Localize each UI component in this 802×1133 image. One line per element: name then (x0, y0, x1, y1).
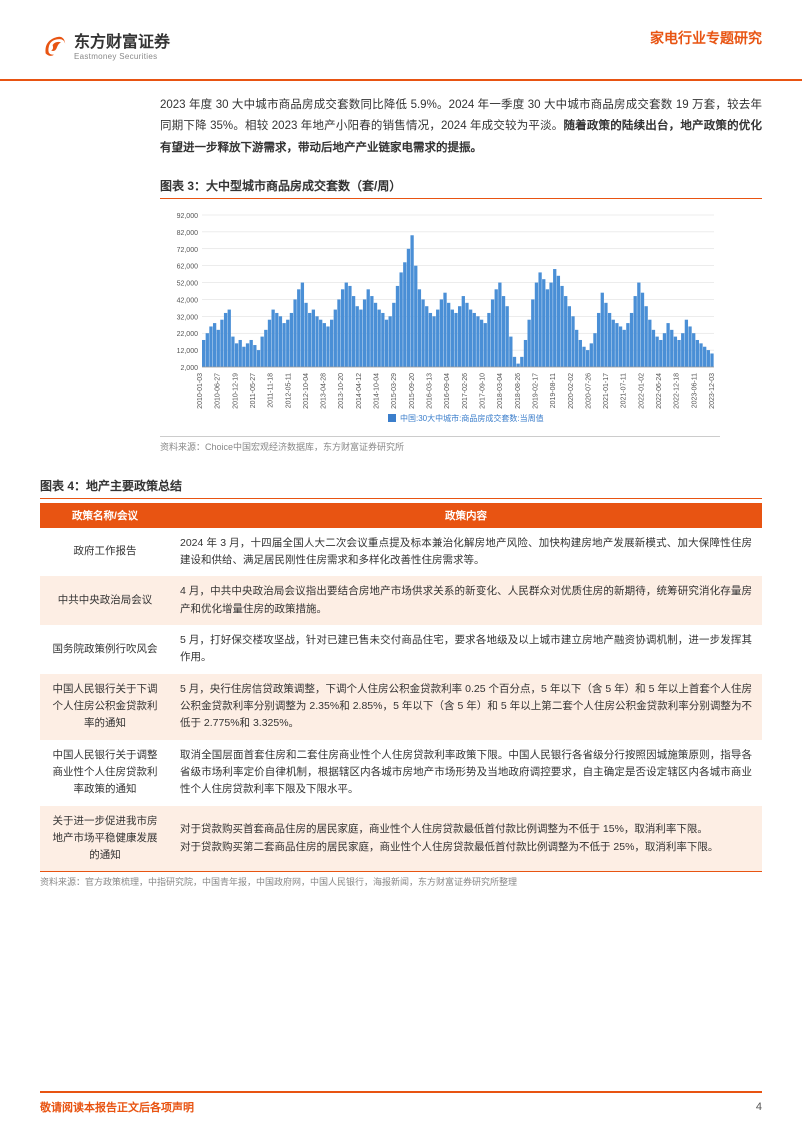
eastmoney-logo-icon (40, 31, 68, 59)
table-row: 中国人民银行关于调整商业性个人住房贷款利率政策的通知取消全国层面首套住房和二套住… (40, 740, 762, 806)
svg-text:62,000: 62,000 (177, 263, 199, 270)
svg-text:52,000: 52,000 (177, 280, 199, 287)
table-row: 中共中央政治局会议4 月，中共中央政治局会议指出要结合房地产市场供求关系的新变化… (40, 576, 762, 625)
policy-content-cell: 2024 年 3 月，十四届全国人大二次会议重点提及标本兼治化解房地产风险、加快… (170, 528, 762, 577)
table-header-row: 政策名称/会议 政策内容 (40, 503, 762, 528)
svg-text:2010-06-27: 2010-06-27 (215, 373, 222, 409)
policy-name-cell: 中共中央政治局会议 (40, 576, 170, 625)
table-row: 政府工作报告2024 年 3 月，十四届全国人大二次会议重点提及标本兼治化解房地… (40, 528, 762, 577)
svg-text:2016-03-13: 2016-03-13 (427, 373, 434, 409)
intro-paragraph: 2023 年度 30 大中城市商品房成交套数同比降低 5.9%。2024 年一季… (160, 95, 762, 159)
svg-text:2012-05-11: 2012-05-11 (285, 373, 292, 408)
policy-name-cell: 中国人民银行关于调整商业性个人住房贷款利率政策的通知 (40, 740, 170, 806)
svg-text:82,000: 82,000 (177, 230, 199, 237)
svg-text:2012-10-04: 2012-10-04 (303, 373, 310, 409)
svg-text:2,000: 2,000 (180, 365, 198, 372)
policy-name-cell: 中国人民银行关于下调个人住房公积金贷款利率的通知 (40, 674, 170, 740)
policy-table: 政策名称/会议 政策内容 政府工作报告2024 年 3 月，十四届全国人大二次会… (40, 503, 762, 872)
table-4-title: 图表 4：地产主要政策总结 (40, 479, 182, 493)
table-4-source: 资料来源：官方政策梳理，中指研究院，中国青年报，中国政府网，中国人民银行，海报新… (40, 871, 762, 888)
document-category: 家电行业专题研究 (650, 28, 762, 48)
policy-content-cell: 5 月，打好保交楼攻坚战，针对已建已售未交付商品住宅，要求各地级及以上城市建立房… (170, 625, 762, 674)
svg-text:2022-01-02: 2022-01-02 (638, 373, 645, 409)
col-policy-content: 政策内容 (170, 503, 762, 528)
brand-name-en: Eastmoney Securities (74, 52, 170, 61)
svg-text:2014-04-12: 2014-04-12 (356, 373, 363, 409)
policy-content-cell: 5 月，央行住房信贷政策调整，下调个人住房公积金贷款利率 0.25 个百分点，5… (170, 674, 762, 740)
svg-text:2016-09-04: 2016-09-04 (444, 373, 451, 409)
policy-name-cell: 关于进一步促进我市房地产市场平稳健康发展的通知 (40, 806, 170, 872)
svg-text:22,000: 22,000 (177, 331, 199, 338)
footer-page-number: 4 (756, 1101, 762, 1113)
svg-text:2023-12-03: 2023-12-03 (709, 373, 716, 409)
chart-3-title-row: 图表 3：大中型城市商品房成交套数（套/周） (160, 177, 762, 199)
svg-text:2013-10-20: 2013-10-20 (338, 373, 345, 409)
policy-name-cell: 政府工作报告 (40, 528, 170, 577)
svg-text:中国:30大中城市:商品房成交套数:当周值: 中国:30大中城市:商品房成交套数:当周值 (400, 413, 544, 423)
svg-text:2023-06-11: 2023-06-11 (691, 373, 698, 408)
page-header: 东方财富证券 Eastmoney Securities 家电行业专题研究 (40, 28, 762, 61)
svg-text:2017-09-10: 2017-09-10 (479, 373, 486, 409)
svg-text:2018-03-04: 2018-03-04 (497, 373, 504, 409)
chart-3-title: 图表 3：大中型城市商品房成交套数（套/周） (160, 179, 401, 193)
svg-text:2014-10-04: 2014-10-04 (374, 373, 381, 409)
svg-text:2019-08-11: 2019-08-11 (550, 373, 557, 408)
brand-name-cn: 东方财富证券 (74, 28, 170, 52)
table-4-title-row: 图表 4：地产主要政策总结 (40, 477, 762, 499)
svg-text:12,000: 12,000 (177, 348, 199, 355)
svg-text:92,000: 92,000 (177, 213, 199, 220)
chart-3: 2,000 12,000 22,000 32,000 42,000 52,000 62,00… (160, 207, 762, 432)
table-row: 关于进一步促进我市房地产市场平稳健康发展的通知对于贷款购买首套商品住房的居民家庭… (40, 806, 762, 872)
svg-text:42,000: 42,000 (177, 297, 199, 304)
chart-3-source: 资料来源：Choice中国宏观经济数据库，东方财富证券研究所 (160, 436, 720, 453)
svg-text:2015-09-20: 2015-09-20 (409, 373, 416, 409)
svg-text:2010-01-03: 2010-01-03 (197, 373, 204, 409)
policy-content-cell: 对于贷款购买首套商品住房的居民家庭，商业性个人住房贷款最低首付款比例调整为不低于… (170, 806, 762, 872)
page-footer: 敬请阅读本报告正文后各项声明 4 (40, 1091, 762, 1115)
policy-content-cell: 4 月，中共中央政治局会议指出要结合房地产市场供求关系的新变化、人民群众对优质住… (170, 576, 762, 625)
svg-text:2019-02-17: 2019-02-17 (532, 373, 539, 409)
table-row: 中国人民银行关于下调个人住房公积金贷款利率的通知5 月，央行住房信贷政策调整，下… (40, 674, 762, 740)
svg-text:2022-12-18: 2022-12-18 (674, 373, 681, 409)
svg-text:2018-08-26: 2018-08-26 (515, 373, 522, 409)
svg-text:32,000: 32,000 (177, 314, 199, 321)
svg-text:2021-07-11: 2021-07-11 (621, 373, 628, 408)
brand-logo: 东方财富证券 Eastmoney Securities (40, 28, 170, 61)
svg-text:2021-01-17: 2021-01-17 (603, 373, 610, 409)
svg-text:2022-06-24: 2022-06-24 (656, 373, 663, 409)
svg-text:2015-03-29: 2015-03-29 (391, 373, 398, 409)
chart-3-svg: 2,000 12,000 22,000 32,000 42,000 52,000 62,00… (160, 207, 720, 427)
svg-text:2020-07-26: 2020-07-26 (585, 373, 592, 409)
footer-disclaimer: 敬请阅读本报告正文后各项声明 (40, 1099, 194, 1115)
policy-name-cell: 国务院政策例行吹风会 (40, 625, 170, 674)
svg-text:2011-11-18: 2011-11-18 (268, 373, 275, 408)
header-divider (0, 79, 802, 81)
svg-text:2010-12-19: 2010-12-19 (232, 373, 239, 409)
svg-text:2020-02-02: 2020-02-02 (568, 373, 575, 409)
svg-text:2013-04-28: 2013-04-28 (321, 373, 328, 409)
col-policy-name: 政策名称/会议 (40, 503, 170, 528)
svg-text:2011-05-27: 2011-05-27 (250, 373, 257, 408)
table-row: 国务院政策例行吹风会5 月，打好保交楼攻坚战，针对已建已售未交付商品住宅，要求各… (40, 625, 762, 674)
svg-text:72,000: 72,000 (177, 247, 199, 254)
svg-text:2017-02-26: 2017-02-26 (462, 373, 469, 409)
policy-content-cell: 取消全国层面首套住房和二套住房商业性个人住房贷款利率政策下限。中国人民银行各省级… (170, 740, 762, 806)
